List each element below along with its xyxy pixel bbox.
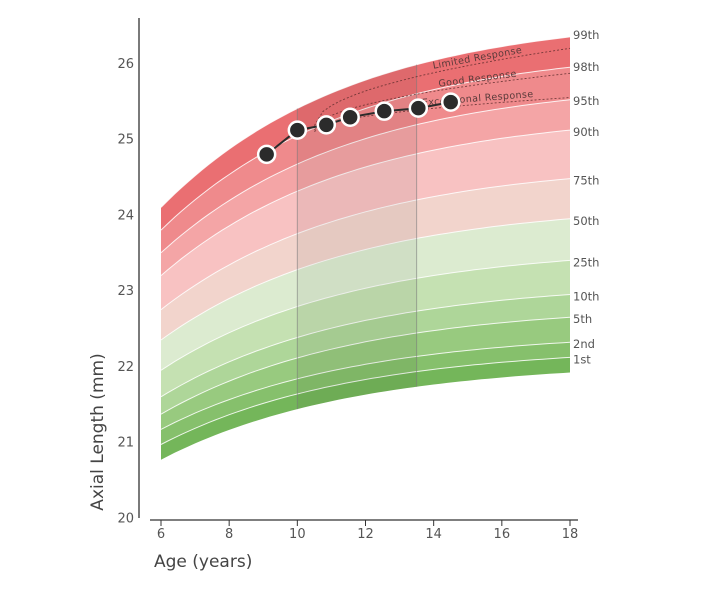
percentile-label: 98th [573, 60, 599, 74]
percentile-boundary [160, 129, 571, 276]
x-tick-label: 14 [425, 527, 442, 542]
x-axis-title: Age (years) [154, 552, 252, 572]
percentile-band [161, 178, 570, 340]
x-tick-label: 12 [357, 527, 374, 542]
percentile-label: 99th [573, 28, 599, 42]
percentile-boundary [160, 178, 571, 311]
x-tick-label: 16 [494, 527, 511, 542]
percentile-band [161, 357, 570, 460]
treatment-zone [296, 64, 418, 410]
y-tick-label: 21 [117, 436, 134, 451]
percentile-label: 25th [573, 255, 599, 269]
y-tick-label: 25 [117, 133, 134, 148]
percentile-band [161, 67, 570, 253]
percentile-boundary [160, 316, 571, 415]
percentile-boundary [160, 66, 571, 231]
percentile-band [161, 260, 570, 397]
treatment-zone-shade [297, 64, 417, 410]
percentile-boundary [160, 36, 571, 208]
response-curve [314, 72, 571, 131]
y-tick-label: 22 [117, 360, 134, 375]
data-point [440, 92, 461, 112]
percentile-boundary [160, 341, 571, 430]
data-point [374, 101, 394, 121]
percentile-boundary [160, 294, 571, 398]
percentile-boundary [160, 356, 571, 445]
percentile-band [161, 317, 570, 430]
percentile-band [161, 294, 570, 415]
axes: 20 21 22 23 24 25 26 6 8 10 12 14 16 18 [117, 18, 578, 542]
percentile-band [161, 218, 570, 371]
x-tick-label: 18 [562, 527, 579, 542]
percentile-label: 75th [573, 174, 599, 188]
percentile-boundary [160, 259, 571, 371]
x-tick-label: 8 [225, 527, 233, 542]
percentile-boundary [160, 218, 571, 341]
measurement-series [256, 92, 461, 165]
x-tick-label: 6 [157, 527, 165, 542]
response-curve [314, 47, 571, 126]
data-point [340, 107, 360, 127]
percentile-label: 5th [573, 312, 592, 326]
percentile-band [161, 99, 570, 276]
percentile-label: 1st [573, 352, 591, 366]
data-point [316, 115, 337, 135]
data-point [408, 98, 429, 118]
percentile-band [161, 130, 570, 310]
percentile-boundary-lines [160, 36, 571, 445]
y-axis-title: Axial Length (mm) [88, 353, 108, 510]
data-point [287, 120, 308, 140]
percentile-band [161, 36, 570, 231]
y-tick-label: 26 [117, 57, 134, 72]
percentile-label: 2nd [573, 337, 595, 351]
x-tick-label: 10 [289, 527, 306, 542]
percentile-label: 95th [573, 94, 599, 108]
y-tick-label: 20 [117, 512, 134, 527]
y-tick-label: 24 [117, 208, 134, 223]
y-tick-label: 23 [117, 284, 134, 299]
percentile-bands [161, 36, 570, 460]
percentile-boundary [160, 99, 571, 254]
percentile-label: 10th [573, 290, 599, 304]
percentile-label: 50th [573, 214, 599, 228]
percentile-band [161, 342, 570, 445]
data-point [256, 144, 277, 165]
percentile-label: 90th [573, 125, 599, 139]
